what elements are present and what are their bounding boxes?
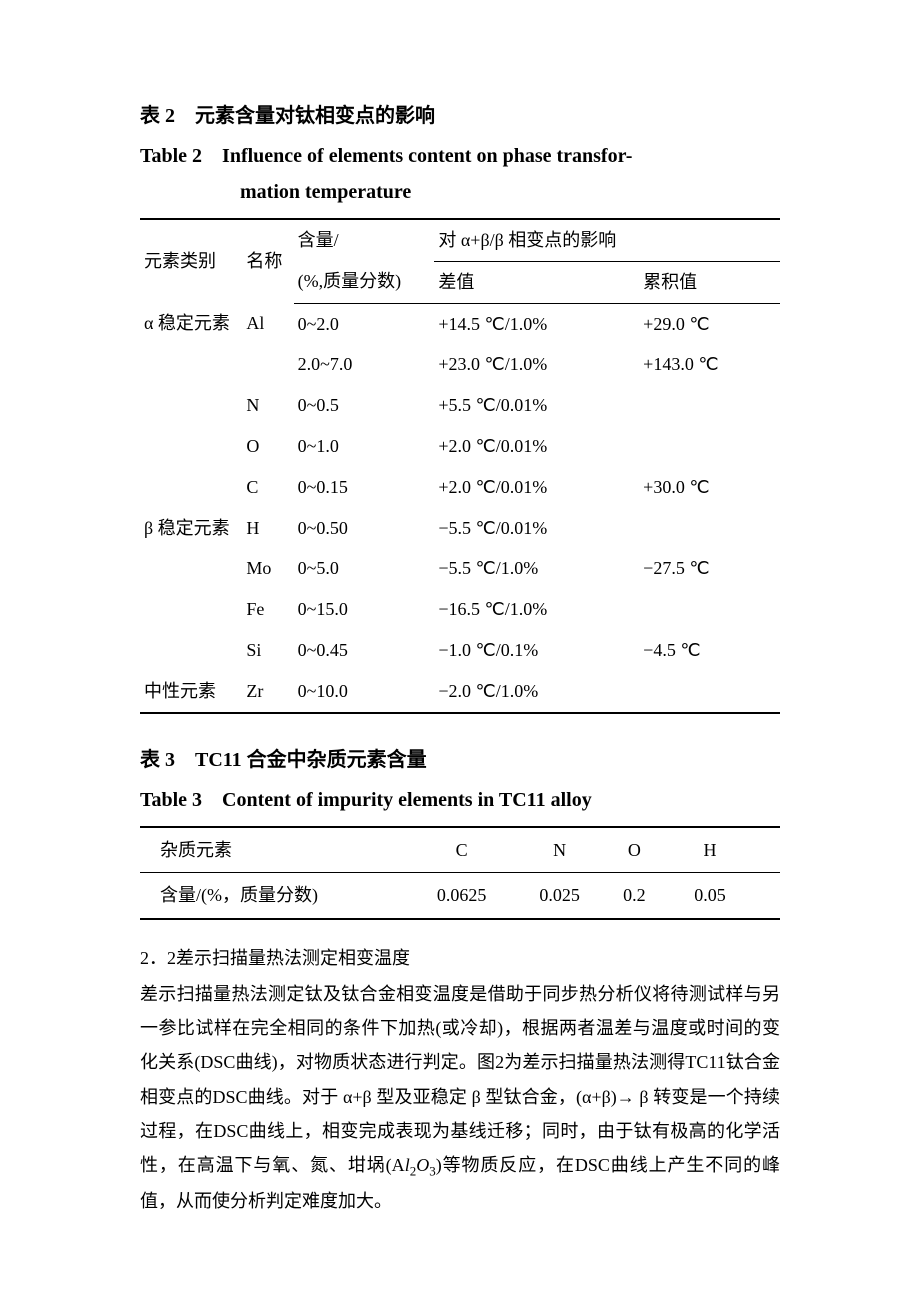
t2-name — [242, 344, 293, 385]
table3: 杂质元素 C N O H 含量/(%，质量分数) 0.0625 0.025 0.… — [140, 826, 780, 921]
t2-cat: 中性元素 — [140, 671, 242, 713]
t3-val: 0.0625 — [409, 873, 515, 919]
body-before: 差示扫描量热法测定钛及钛合金相变温度是借助于同步热分析仪将待测试样与另一参比试样… — [140, 984, 780, 1175]
table3-title-cn: 表 3 TC11 合金中杂质元素含量 — [140, 744, 780, 776]
t2-h-cum: 累积值 — [639, 261, 780, 303]
t3-val: 0.2 — [605, 873, 664, 919]
table2-title-cn: 表 2 元素含量对钛相变点的影响 — [140, 100, 780, 132]
t2-content: 0~0.15 — [294, 467, 435, 508]
t2-h-content-l2: (%,质量分数) — [294, 261, 435, 303]
t2-diff: −5.5 ℃/1.0% — [434, 548, 639, 589]
t2-name: C — [242, 467, 293, 508]
t2-content: 0~0.45 — [294, 630, 435, 671]
table-row: β 稳定元素 H 0~0.50 −5.5 ℃/0.01% — [140, 508, 780, 549]
t3-val: 0.025 — [514, 873, 604, 919]
t2-diff: +23.0 ℃/1.0% — [434, 344, 639, 385]
t2-cat — [140, 385, 242, 426]
table2: 元素类别 名称 含量/ 对 α+β/β 相变点的影响 (%,质量分数) 差值 累… — [140, 218, 780, 714]
t2-name: N — [242, 385, 293, 426]
t2-cat — [140, 426, 242, 467]
t2-cat — [140, 344, 242, 385]
t2-cum — [639, 589, 780, 630]
t2-name: Mo — [242, 548, 293, 589]
t2-cat: α 稳定元素 — [140, 303, 242, 344]
t2-name: H — [242, 508, 293, 549]
t2-diff: −5.5 ℃/0.01% — [434, 508, 639, 549]
t2-name: Al — [242, 303, 293, 344]
t2-content: 0~1.0 — [294, 426, 435, 467]
t3-val: 0.05 — [664, 873, 780, 919]
t2-cat — [140, 630, 242, 671]
table-row: C 0~0.15 +2.0 ℃/0.01% +30.0 ℃ — [140, 467, 780, 508]
t2-content: 0~2.0 — [294, 303, 435, 344]
table-row: Si 0~0.45 −1.0 ℃/0.1% −4.5 ℃ — [140, 630, 780, 671]
t3-col: O — [605, 827, 664, 873]
table-row: O 0~1.0 +2.0 ℃/0.01% — [140, 426, 780, 467]
table-row: 中性元素 Zr 0~10.0 −2.0 ℃/1.0% — [140, 671, 780, 713]
t2-h-category: 元素类别 — [140, 219, 242, 303]
t2-name: O — [242, 426, 293, 467]
section-2-2-body: 差示扫描量热法测定钛及钛合金相变温度是借助于同步热分析仪将待测试样与另一参比试样… — [140, 977, 780, 1218]
t3-rowlabel-values: 含量/(%，质量分数) — [140, 873, 409, 919]
table2-title-en-line2: mation temperature — [240, 176, 780, 208]
t2-diff: +2.0 ℃/0.01% — [434, 426, 639, 467]
t3-col: N — [514, 827, 604, 873]
t2-content: 0~15.0 — [294, 589, 435, 630]
t2-content: 0~5.0 — [294, 548, 435, 589]
table2-title-en-line1: Table 2 Influence of elements content on… — [140, 140, 780, 172]
table-row: N 0~0.5 +5.5 ℃/0.01% — [140, 385, 780, 426]
t2-content: 2.0~7.0 — [294, 344, 435, 385]
t2-cum: −27.5 ℃ — [639, 548, 780, 589]
t2-cum — [639, 426, 780, 467]
t2-name: Zr — [242, 671, 293, 713]
t3-col: H — [664, 827, 780, 873]
t2-diff: −16.5 ℃/1.0% — [434, 589, 639, 630]
table-row: Mo 0~5.0 −5.5 ℃/1.0% −27.5 ℃ — [140, 548, 780, 589]
t2-cat: β 稳定元素 — [140, 508, 242, 549]
t2-cat — [140, 548, 242, 589]
t2-name: Si — [242, 630, 293, 671]
t2-h-content-l1: 含量/ — [294, 219, 435, 261]
t2-diff: −2.0 ℃/1.0% — [434, 671, 639, 713]
t2-content: 0~10.0 — [294, 671, 435, 713]
t2-h-name: 名称 — [242, 219, 293, 303]
t2-diff: +2.0 ℃/0.01% — [434, 467, 639, 508]
t2-name: Fe — [242, 589, 293, 630]
t2-diff: −1.0 ℃/0.1% — [434, 630, 639, 671]
t2-content: 0~0.5 — [294, 385, 435, 426]
t2-cat — [140, 467, 242, 508]
t2-diff: +5.5 ℃/0.01% — [434, 385, 639, 426]
section-2-2-heading: 2．2差示扫描量热法测定相变温度 — [140, 944, 780, 973]
t2-cat — [140, 589, 242, 630]
t3-rowlabel-header: 杂质元素 — [140, 827, 409, 873]
formula-O: O — [416, 1155, 429, 1175]
table-row: Fe 0~15.0 −16.5 ℃/1.0% — [140, 589, 780, 630]
table-row: 2.0~7.0 +23.0 ℃/1.0% +143.0 ℃ — [140, 344, 780, 385]
t2-cum — [639, 671, 780, 713]
t3-col: C — [409, 827, 515, 873]
t2-h-influence: 对 α+β/β 相变点的影响 — [434, 219, 780, 261]
table3-title-en: Table 3 Content of impurity elements in … — [140, 784, 780, 816]
t2-cum: +29.0 ℃ — [639, 303, 780, 344]
t2-cum: +30.0 ℃ — [639, 467, 780, 508]
t2-content: 0~0.50 — [294, 508, 435, 549]
table-row: α 稳定元素 Al 0~2.0 +14.5 ℃/1.0% +29.0 ℃ — [140, 303, 780, 344]
t2-h-diff: 差值 — [434, 261, 639, 303]
t2-diff: +14.5 ℃/1.0% — [434, 303, 639, 344]
t2-cum — [639, 385, 780, 426]
t2-cum: +143.0 ℃ — [639, 344, 780, 385]
t2-cum — [639, 508, 780, 549]
t2-cum: −4.5 ℃ — [639, 630, 780, 671]
